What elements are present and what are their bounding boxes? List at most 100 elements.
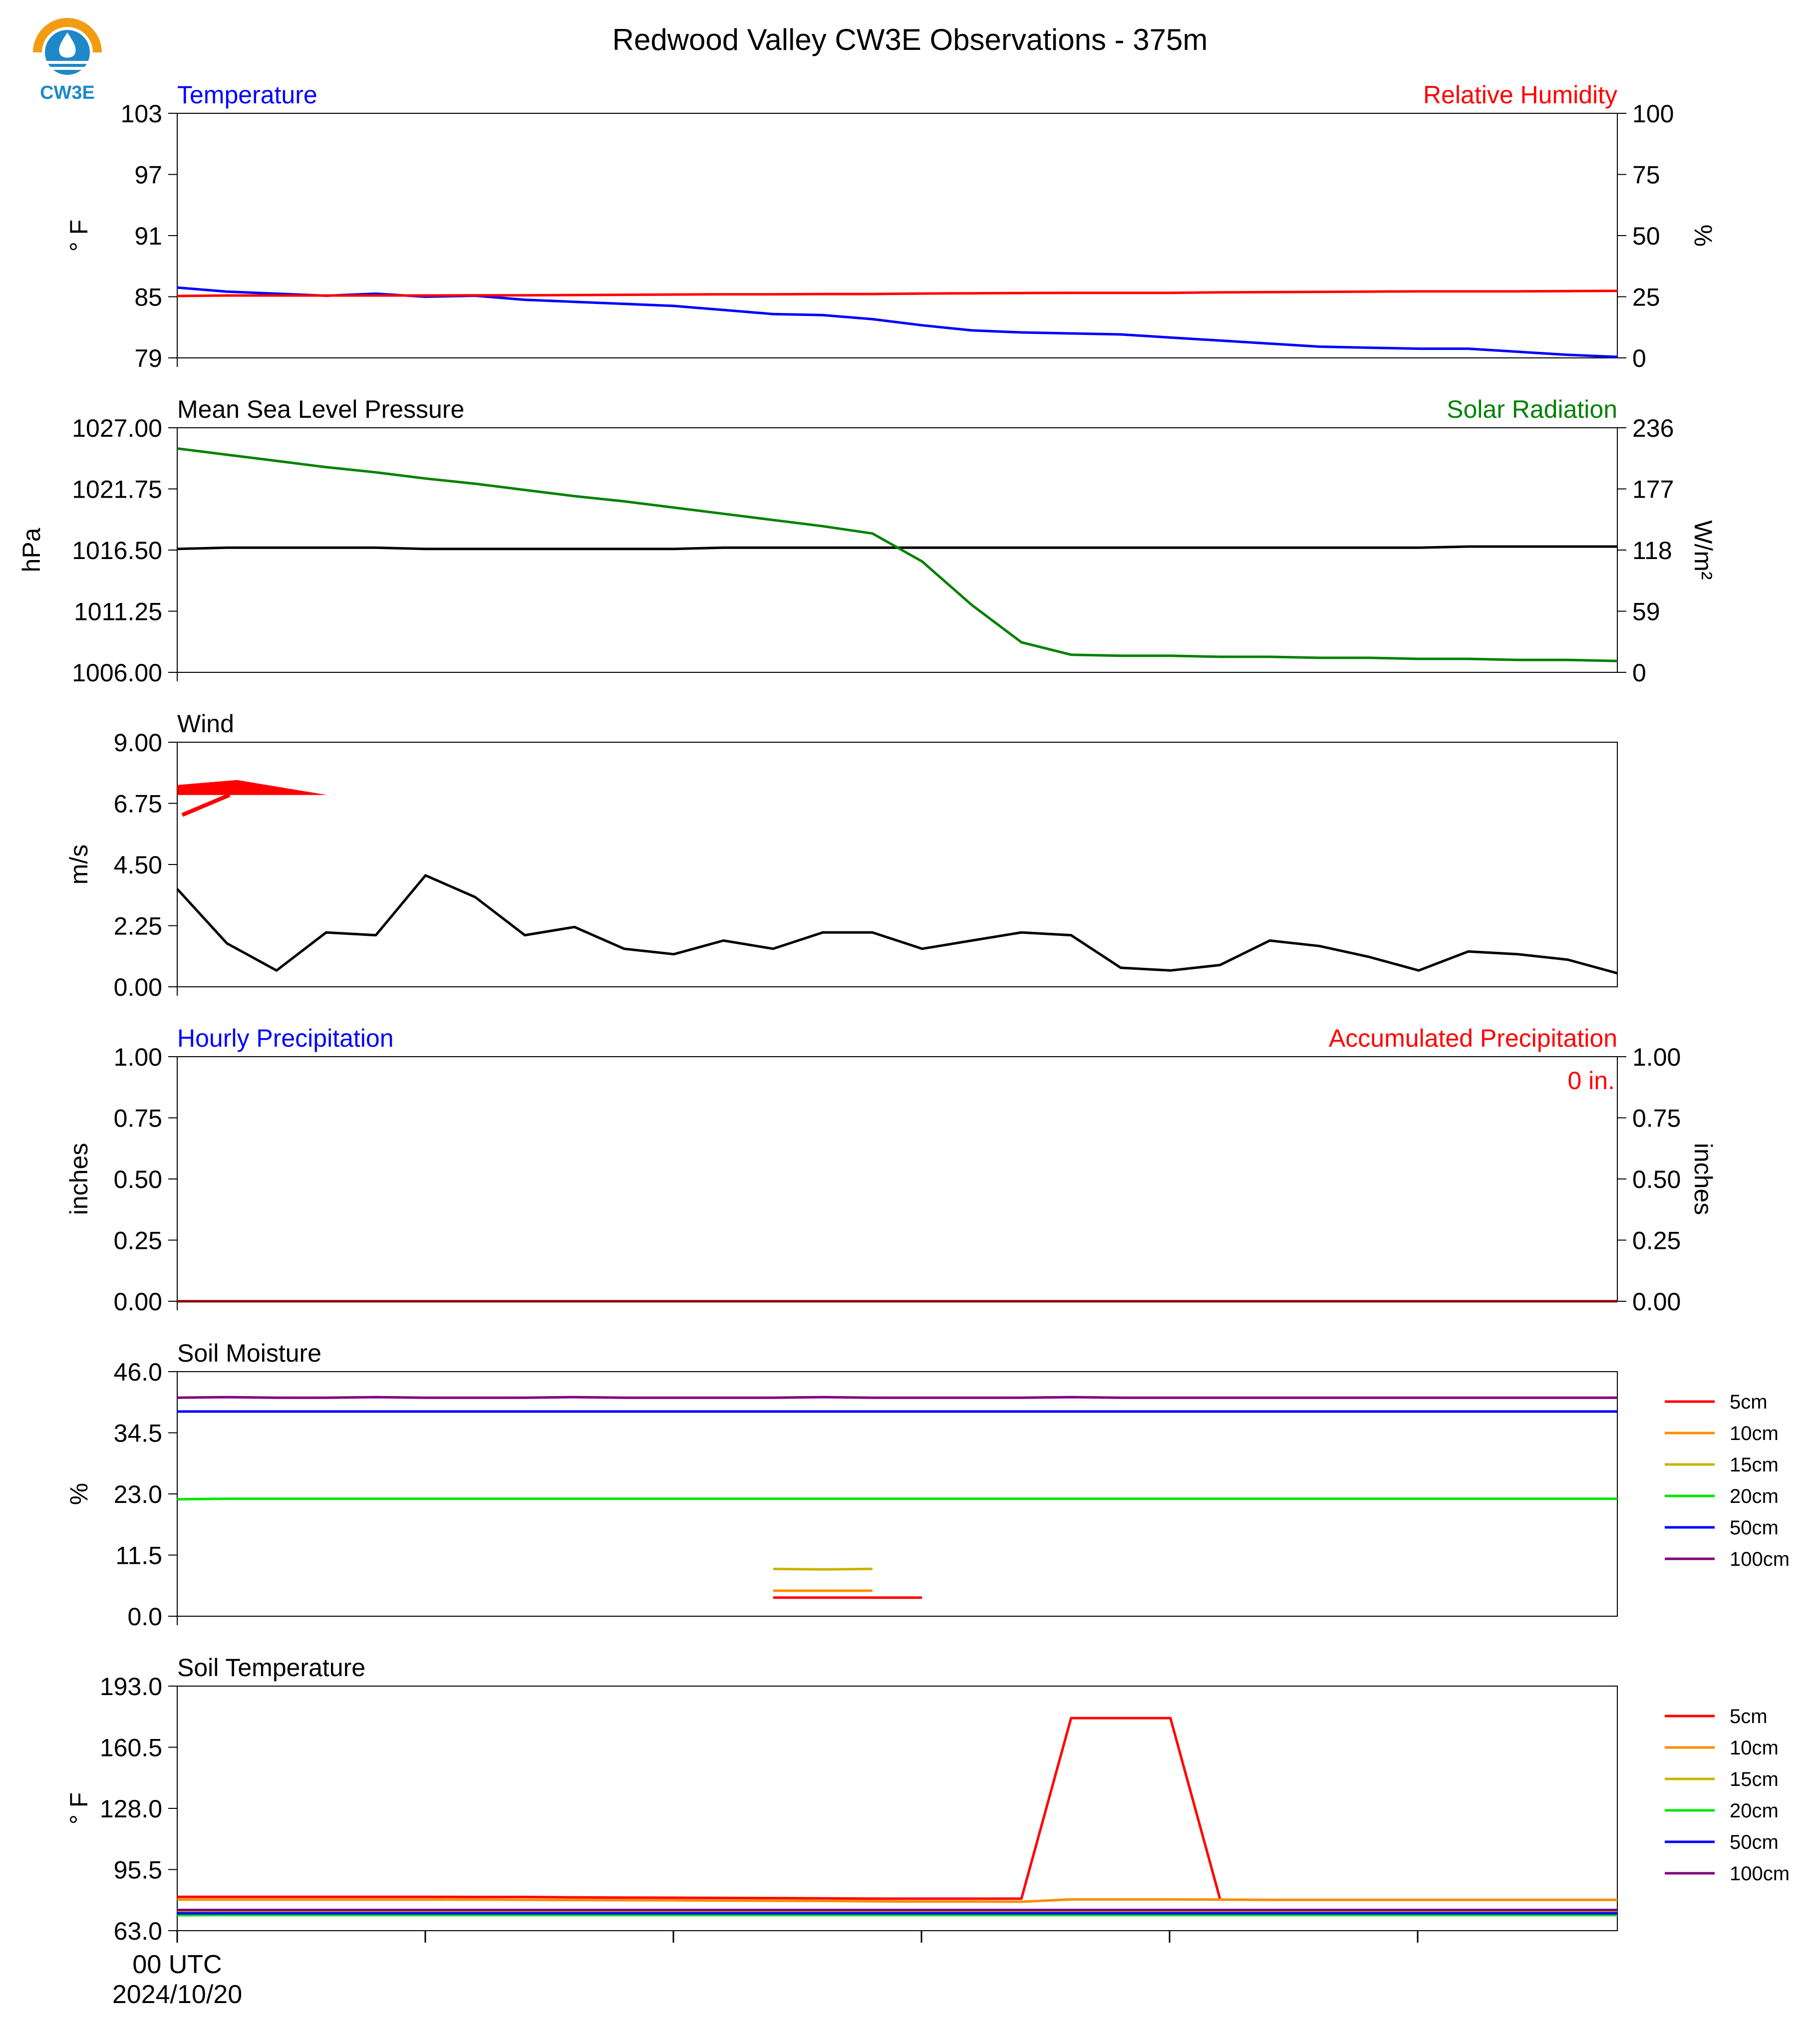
y-tick-label: 193.0 bbox=[100, 1673, 162, 1701]
y-axis-label: % bbox=[65, 1483, 93, 1505]
y-tick-label: 6.75 bbox=[114, 790, 162, 818]
panel-title-right: Relative Humidity bbox=[1423, 81, 1617, 109]
cw3e-logo: CW3E bbox=[30, 15, 105, 105]
y-axis-label: hPa bbox=[17, 528, 45, 572]
y2-tick-label: 118 bbox=[1632, 537, 1672, 565]
y-tick-label: 46.0 bbox=[114, 1358, 162, 1386]
y2-tick-label: 0 bbox=[1632, 344, 1646, 372]
y-tick-label: 1006.00 bbox=[72, 659, 162, 687]
y-tick-label: 97 bbox=[134, 161, 162, 189]
x-axis: 00 UTC 2024/10/20 bbox=[112, 1950, 242, 2009]
y-tick-label: 9.00 bbox=[114, 729, 162, 757]
series-line bbox=[177, 286, 1618, 358]
x-axis-date-label: 2024/10/20 bbox=[112, 1980, 242, 2009]
x-axis-time-label: 00 UTC bbox=[132, 1950, 222, 1979]
y2-tick-label: 25 bbox=[1632, 284, 1660, 311]
panel-title-left: Soil Moisture bbox=[177, 1339, 321, 1367]
y2-tick-label: 59 bbox=[1632, 598, 1660, 626]
legend-label: 15cm bbox=[1730, 1454, 1779, 1476]
y-tick-label: 1011.25 bbox=[74, 598, 162, 626]
y-tick-label: 4.50 bbox=[114, 851, 162, 879]
panel-title-left: Temperature bbox=[177, 81, 317, 109]
y-tick-label: 103 bbox=[121, 100, 162, 128]
y2-tick-label: 50 bbox=[1632, 222, 1660, 250]
legend-label: 20cm bbox=[1730, 1800, 1779, 1822]
y-tick-label: 0.75 bbox=[114, 1105, 162, 1133]
legend-label: 100cm bbox=[1730, 1863, 1790, 1885]
y2-tick-label: 177 bbox=[1632, 476, 1674, 504]
legend-label: 5cm bbox=[1730, 1391, 1768, 1413]
legend-label: 10cm bbox=[1730, 1737, 1779, 1759]
wind-barb-flag bbox=[177, 780, 327, 795]
chart-panel-1: Temperature Relative Humidity 103 97 91 85 79 1… bbox=[65, 81, 1717, 372]
y2-tick-label: 0.25 bbox=[1632, 1227, 1681, 1255]
y-tick-label: 0.25 bbox=[114, 1227, 162, 1255]
chart-panel-5: Soil Moisture 46.0 34.5 23.0 11.5 0.0% 5cm 10cm… bbox=[65, 1339, 1790, 1631]
y-tick-label: 0.00 bbox=[114, 1288, 162, 1316]
y2-tick-label: 0.75 bbox=[1632, 1105, 1681, 1133]
y-tick-label: 2.25 bbox=[114, 912, 162, 940]
y-tick-label: 34.5 bbox=[114, 1420, 162, 1448]
y-tick-label: 1027.00 bbox=[72, 414, 162, 442]
logo-text: CW3E bbox=[40, 82, 95, 103]
y-tick-label: 63.0 bbox=[114, 1917, 162, 1945]
y-tick-label: 0.00 bbox=[114, 973, 162, 1001]
panel-title-left: Wind bbox=[177, 710, 234, 738]
y-tick-label: 1021.75 bbox=[72, 476, 162, 504]
series-line-100cm bbox=[177, 1396, 1617, 1399]
y-axis-label: inches bbox=[65, 1143, 93, 1215]
series-line bbox=[177, 447, 1618, 662]
panel-title-right: Solar Radiation bbox=[1447, 395, 1617, 423]
y-tick-label: 95.5 bbox=[114, 1856, 162, 1884]
chart-panel-2: Mean Sea Level Pressure Solar Radiation 10… bbox=[17, 395, 1717, 687]
legend-label: 50cm bbox=[1730, 1517, 1779, 1539]
legend-label: 50cm bbox=[1730, 1831, 1779, 1853]
y-axis-label: m/s bbox=[65, 845, 93, 885]
chart-panel-6: Soil Temperature 193.0 160.5 128.0 95.5 63.0 °… bbox=[65, 1654, 1790, 1945]
chart-panels: Temperature Relative Humidity 103 97 91 85 79 1… bbox=[17, 81, 1790, 1945]
chart-title: Redwood Valley CW3E Observations - 375m bbox=[612, 23, 1208, 56]
chart-panel-4: Hourly Precipitation Accumulated Precipit… bbox=[65, 1024, 1717, 1316]
legend-label: 10cm bbox=[1730, 1423, 1779, 1445]
y-tick-label: 85 bbox=[134, 284, 162, 311]
plot-frame bbox=[177, 742, 1618, 987]
y-tick-label: 160.5 bbox=[100, 1734, 162, 1762]
panel-title-left: Hourly Precipitation bbox=[177, 1024, 394, 1052]
panel-title-right: Accumulated Precipitation bbox=[1329, 1024, 1617, 1052]
y-tick-label: 0.0 bbox=[127, 1603, 162, 1631]
y2-axis-label: W/m² bbox=[1689, 520, 1717, 579]
y-axis-label: ° F bbox=[65, 220, 93, 252]
y-axis-label: ° F bbox=[65, 1792, 93, 1824]
legend-label: 5cm bbox=[1730, 1706, 1768, 1728]
y2-tick-label: 100 bbox=[1632, 100, 1674, 128]
series-line bbox=[177, 290, 1618, 297]
y-tick-label: 91 bbox=[134, 222, 162, 250]
legend-label: 15cm bbox=[1730, 1768, 1779, 1790]
y-tick-label: 1016.50 bbox=[72, 537, 162, 565]
series-line-10cm bbox=[177, 1898, 1617, 1903]
chart-panel-3: Wind 9.00 6.75 4.50 2.25 0.00 m/s bbox=[65, 710, 1618, 1001]
y2-tick-label: 1.00 bbox=[1632, 1043, 1681, 1071]
accumulated-total-label: 0 in. bbox=[1567, 1067, 1615, 1095]
panel-title-left: Soil Temperature bbox=[177, 1654, 365, 1682]
y-tick-label: 79 bbox=[134, 344, 162, 372]
y-tick-label: 23.0 bbox=[114, 1480, 162, 1508]
plot-frame bbox=[177, 1686, 1618, 1931]
cw3e-logo-icon: CW3E bbox=[33, 18, 102, 103]
plot-frame bbox=[177, 427, 1618, 673]
y-tick-label: 11.5 bbox=[115, 1542, 162, 1570]
y2-tick-label: 0.50 bbox=[1632, 1165, 1681, 1193]
series-line bbox=[176, 874, 1618, 975]
y2-axis-label: inches bbox=[1689, 1143, 1717, 1215]
legend-label: 100cm bbox=[1730, 1548, 1790, 1570]
wind-barb-tail bbox=[181, 793, 231, 817]
plot-frame bbox=[177, 1056, 1618, 1302]
y2-tick-label: 75 bbox=[1632, 161, 1660, 189]
panel-title-left: Mean Sea Level Pressure bbox=[177, 395, 464, 423]
y-tick-label: 1.00 bbox=[114, 1043, 162, 1071]
plot-frame bbox=[177, 1371, 1618, 1617]
y2-tick-label: 0.00 bbox=[1632, 1288, 1681, 1316]
legend-label: 20cm bbox=[1730, 1485, 1779, 1507]
y-tick-label: 0.50 bbox=[114, 1165, 162, 1193]
